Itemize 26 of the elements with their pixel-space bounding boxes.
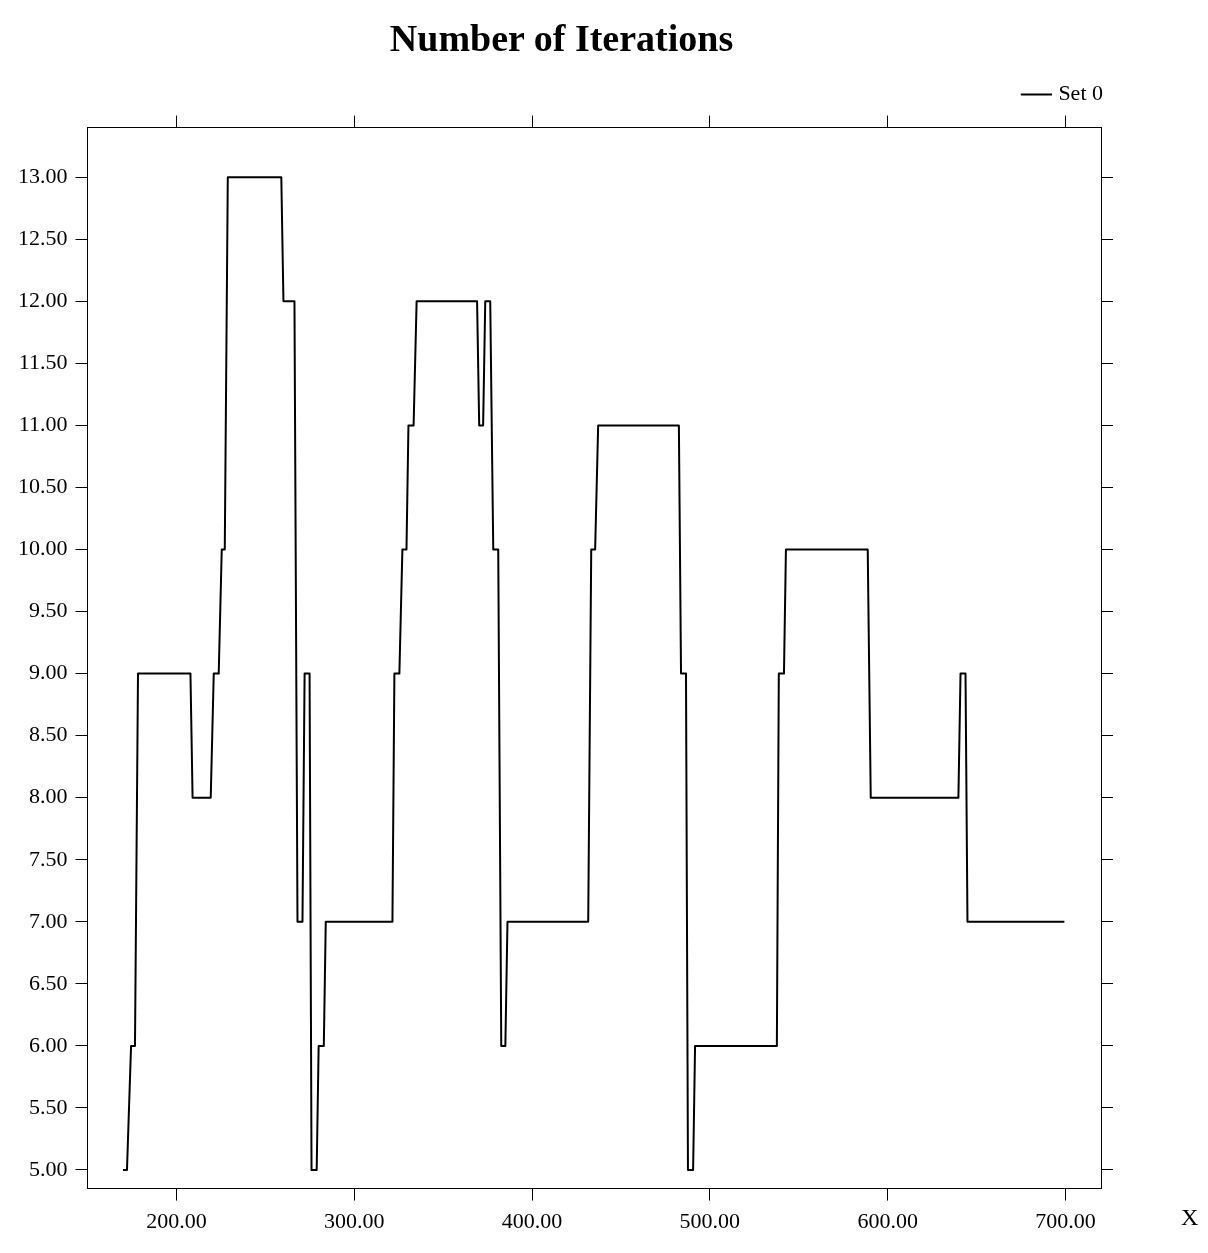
y-tick-label: 6.50: [29, 969, 68, 995]
y-tick-label: 10.50: [18, 473, 68, 499]
y-tick-label: 11.50: [18, 349, 68, 375]
x-tick-label: 600.00: [857, 1207, 918, 1233]
x-tick-label: 400.00: [501, 1207, 563, 1233]
x-tick-label: 300.00: [323, 1207, 385, 1233]
x-tick-label: 200.00: [146, 1207, 207, 1233]
y-tick-label: 8.00: [29, 783, 68, 809]
y-tick-label: 12.50: [18, 225, 68, 251]
y-tick-label: 5.00: [29, 1155, 68, 1181]
y-tick-label: 5.50: [29, 1093, 68, 1119]
y-tick-label: 8.50: [29, 721, 68, 747]
chart-title: Number of Iterations: [389, 16, 734, 59]
y-tick-label: 11.00: [18, 411, 68, 437]
y-tick-label: 10.00: [18, 535, 68, 561]
y-tick-label: 7.50: [29, 845, 68, 871]
y-tick-label: 6.00: [29, 1031, 68, 1057]
y-tick-label: 7.00: [29, 907, 68, 933]
y-tick-label: 9.00: [29, 659, 68, 685]
x-tick-label: 500.00: [679, 1207, 741, 1233]
x-tick-label: 700.00: [1035, 1207, 1096, 1233]
y-tick-label: 9.50: [29, 597, 68, 623]
legend-label: Set 0: [1058, 80, 1104, 106]
y-tick-label: 12.00: [18, 287, 68, 313]
y-tick-label: 13.00: [18, 163, 68, 189]
x-axis-title: X: [1181, 1203, 1199, 1230]
